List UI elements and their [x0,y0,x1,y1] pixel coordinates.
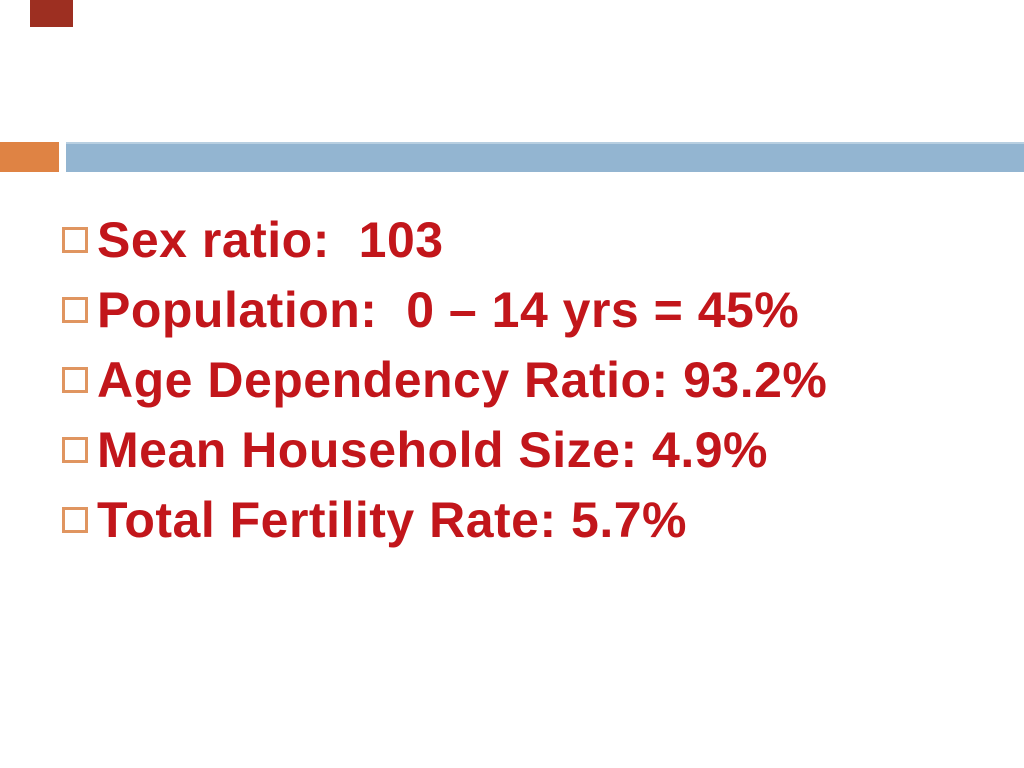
square-bullet-icon [62,437,88,463]
corner-accent-block [30,0,73,27]
bullet-item: Total Fertility Rate: 5.7% [62,485,827,555]
square-bullet-icon [62,367,88,393]
bullet-text: Population: 0 – 14 yrs = 45% [97,282,800,338]
bullet-text: Mean Household Size: 4.9% [97,422,768,478]
bullet-item: Sex ratio: 103 [62,205,827,275]
bullet-text: Age Dependency Ratio: 93.2% [97,352,828,408]
square-bullet-icon [62,507,88,533]
bullet-text: Sex ratio: 103 [97,212,444,268]
banner-blue-bar [66,142,1024,172]
bullet-text: Total Fertility Rate: 5.7% [97,492,687,548]
bullet-item: Population: 0 – 14 yrs = 45% [62,275,827,345]
bullet-item: Age Dependency Ratio: 93.2% [62,345,827,415]
square-bullet-icon [62,227,88,253]
bullet-list: Sex ratio: 103 Population: 0 – 14 yrs = … [62,205,827,555]
banner-orange-block [0,142,59,172]
square-bullet-icon [62,297,88,323]
bullet-item: Mean Household Size: 4.9% [62,415,827,485]
